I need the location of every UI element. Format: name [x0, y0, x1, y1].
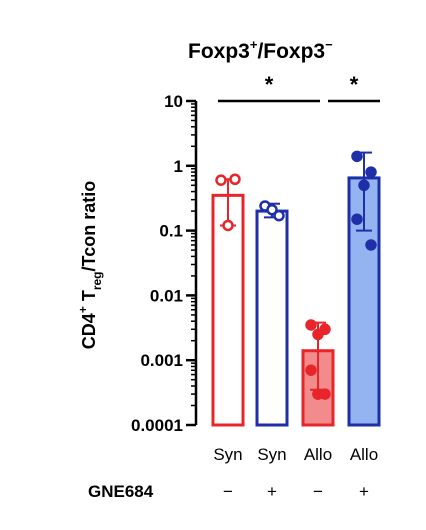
y-axis-label: CD4+ Treg/Tcon ratio	[76, 181, 104, 349]
chart-title: Foxp3+/Foxp3−	[188, 37, 333, 63]
gne684-row-label: GNE684	[88, 482, 154, 501]
data-point	[312, 328, 324, 341]
y-ticks: 10 1 0.1 0.01 0.001 0.0001	[131, 92, 196, 435]
bar	[211, 193, 245, 427]
data-point	[365, 166, 377, 178]
x-category-labels: Syn Syn Allo Allo	[213, 445, 378, 464]
data-point	[215, 174, 227, 186]
significance-star: *	[265, 72, 274, 97]
data-point	[305, 364, 317, 376]
gne684-sign: −	[223, 482, 233, 501]
data-point	[365, 239, 377, 251]
data-point	[222, 219, 234, 232]
gne684-sign: +	[359, 482, 369, 501]
gne684-sign: +	[267, 482, 277, 501]
bars	[211, 150, 381, 427]
data-point	[273, 209, 285, 222]
x-category-label: Syn	[213, 445, 242, 464]
data-point	[312, 388, 324, 400]
y-tick-label: 0.0001	[131, 416, 183, 435]
data-point	[305, 319, 317, 331]
x-category-label: Allo	[350, 445, 378, 464]
y-tick-label: 0.001	[140, 351, 183, 370]
data-point	[351, 150, 363, 163]
data-point	[266, 203, 278, 216]
significance-star: *	[350, 72, 359, 97]
y-tick-label: 0.1	[159, 222, 183, 241]
x-category-label: Allo	[304, 445, 332, 464]
y-tick-label: 1	[174, 157, 183, 176]
bar	[255, 209, 289, 427]
significance-annotations: * *	[218, 72, 380, 103]
y-tick-label: 10	[164, 92, 183, 111]
x-category-label: Syn	[257, 445, 286, 464]
data-point	[229, 173, 241, 186]
data-point	[358, 179, 370, 192]
gne684-signs: − + − +	[223, 482, 369, 501]
gne684-sign: −	[313, 482, 323, 501]
y-tick-label: 0.01	[150, 286, 183, 305]
data-point	[351, 213, 363, 225]
